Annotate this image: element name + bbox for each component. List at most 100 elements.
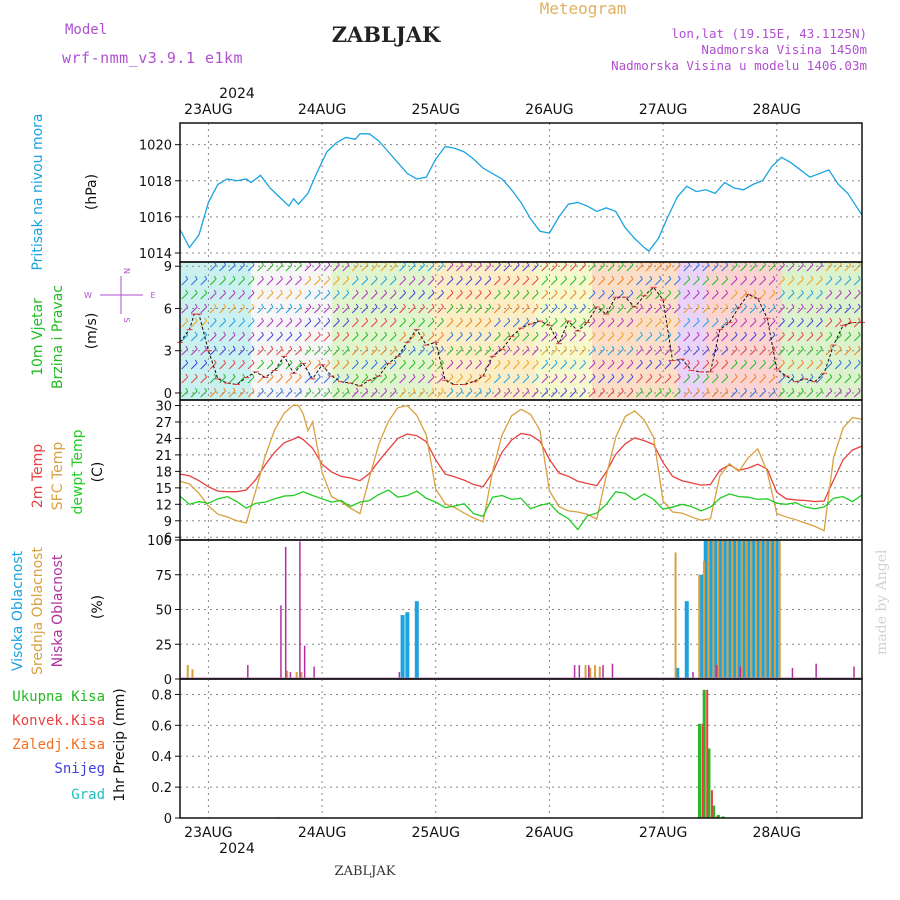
wind-barb: [778, 317, 785, 328]
wind-barb: [759, 303, 766, 314]
wind-barb: [181, 275, 189, 286]
bottom-day-label: 24AUG: [298, 825, 347, 841]
bar-clouds-2: [284, 546, 287, 679]
cloud-unit-label: (%): [90, 595, 106, 619]
wind-barb: [276, 303, 283, 314]
wind-barb: [238, 275, 245, 286]
wind-barb: [484, 331, 492, 342]
wind-barb: [749, 373, 757, 384]
wind-barb: [437, 359, 444, 370]
legend-freezing: Zaledj.Kisa: [12, 737, 105, 753]
wind-barb: [512, 303, 520, 314]
wind-barb: [730, 373, 738, 384]
wind-barb: [740, 359, 748, 370]
wind-barb: [332, 387, 340, 398]
wind-barb: [569, 275, 577, 286]
wind-barb: [190, 275, 198, 286]
wind-barb: [721, 317, 729, 328]
wind-barb: [560, 275, 568, 286]
wind-barb: [692, 331, 700, 342]
wind-barb: [569, 289, 577, 300]
wind-barb: [456, 331, 463, 342]
top-day-label: 28AUG: [753, 102, 802, 118]
bar-precip-1: [706, 689, 709, 818]
wind-barb: [209, 331, 217, 342]
bar-clouds-1: [774, 540, 777, 679]
wind-barb: [730, 317, 738, 328]
wind-barb: [550, 303, 558, 314]
wind-barb: [844, 317, 852, 328]
wind-barb: [711, 359, 719, 370]
wind-barb: [579, 289, 586, 300]
wind-barb: [295, 373, 302, 384]
y-tick-label: 9: [164, 515, 172, 530]
wind-barb: [778, 289, 785, 300]
bottom-day-label: 28AUG: [753, 825, 802, 841]
wind-barb: [190, 289, 198, 300]
wind-barb: [465, 317, 473, 328]
wind-barb: [209, 317, 217, 328]
bar-clouds-1: [755, 540, 758, 679]
wind-barb: [332, 331, 340, 342]
wind-barb: [389, 289, 397, 300]
bar-clouds-1: [769, 540, 772, 679]
wind-barb: [825, 317, 833, 328]
wind-barb: [408, 359, 416, 370]
wind-barb: [673, 317, 681, 328]
wind-barb: [276, 275, 283, 286]
wind-barb: [361, 289, 369, 300]
wind-barb: [493, 373, 501, 384]
wind-barb: [749, 317, 757, 328]
wind-barb: [550, 387, 558, 398]
wind-barb: [702, 303, 710, 314]
wind-background-band: [535, 262, 593, 400]
wind-barb: [825, 387, 833, 398]
bar-clouds-2: [303, 645, 306, 679]
wind-barb: [825, 345, 833, 356]
bar-clouds-2: [692, 672, 694, 679]
wind-barb: [522, 373, 530, 384]
wind-barb: [645, 331, 653, 342]
compass-east: E: [150, 291, 155, 300]
bottom-day-labels: 23AUG 24AUG 25AUG 26AUG 27AUG 28AUG: [184, 825, 801, 841]
wind-barb: [475, 345, 482, 356]
wind-barb: [446, 345, 454, 356]
wind-barb: [408, 289, 416, 300]
wind-barb: [209, 387, 217, 398]
wind-barb: [654, 373, 662, 384]
wind-barb: [759, 289, 766, 300]
wind-barb: [825, 359, 833, 370]
wind-barb: [219, 387, 227, 398]
compass-north: N: [122, 268, 131, 274]
wind-barb: [493, 359, 501, 370]
wind-barb: [238, 317, 245, 328]
wind-barb: [673, 387, 681, 398]
wind-barb: [370, 275, 378, 286]
wind-barb: [721, 359, 729, 370]
wind-barb: [806, 317, 814, 328]
wind-barb: [550, 275, 558, 286]
wind-barb: [351, 317, 359, 328]
wind-barb: [351, 387, 359, 398]
wind-barb: [295, 359, 302, 370]
bar-clouds-2: [578, 665, 581, 679]
bar-clouds-2: [602, 665, 604, 679]
wind-barb: [465, 303, 473, 314]
bar-clouds-2: [247, 665, 249, 679]
panels: 1014101610181020036969121518212427300255…: [139, 122, 865, 827]
wind-barb: [418, 275, 425, 286]
wind-barb: [569, 303, 577, 314]
wind-barb: [228, 359, 236, 370]
wind-barb: [673, 359, 681, 370]
bar-clouds-1: [300, 672, 303, 679]
wind-barb: [190, 387, 198, 398]
wind-barb: [285, 387, 293, 398]
wind-barb: [607, 317, 615, 328]
wind-barb: [797, 331, 804, 342]
wind-barb: [702, 373, 710, 384]
wind-barb: [503, 289, 511, 300]
wind-barb: [654, 331, 662, 342]
wind-barb: [588, 387, 596, 398]
wind-barb: [266, 275, 274, 286]
wind-barb: [673, 331, 681, 342]
